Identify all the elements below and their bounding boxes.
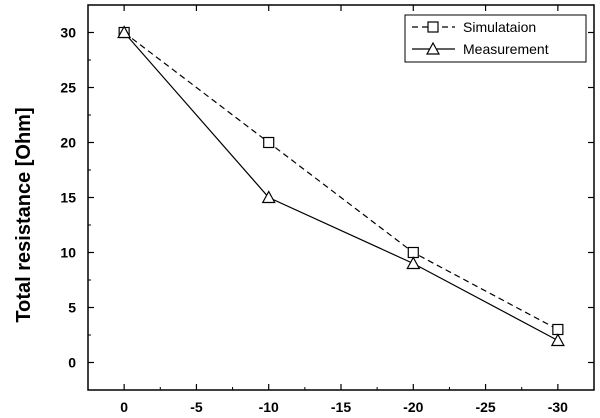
x-tick-label: -15 xyxy=(331,399,351,415)
data-point xyxy=(552,323,564,336)
y-axis-label: Total resistance [Ohm] xyxy=(13,107,35,322)
data-point xyxy=(263,136,275,149)
legend-marker xyxy=(427,21,439,33)
x-tick-label: -10 xyxy=(259,399,279,415)
y-tick-label: 20 xyxy=(60,135,76,151)
legend-marker xyxy=(425,41,441,55)
y-axis-ticks: 0 5 10 15 20 25 30 xyxy=(60,4,594,371)
x-tick-label: -25 xyxy=(475,399,495,415)
legend: Simulataion Measurement xyxy=(404,14,587,63)
series-line xyxy=(123,32,559,331)
y-tick-label: 10 xyxy=(60,245,76,261)
data-point xyxy=(406,256,421,270)
x-tick-label: -20 xyxy=(403,399,423,415)
series-0 xyxy=(118,26,564,336)
x-axis-ticks: 0 -5 -10 -15 -20 -25 -30 xyxy=(120,5,595,415)
y-tick-label: 5 xyxy=(68,300,76,316)
y-tick-label: 0 xyxy=(68,355,76,371)
data-point xyxy=(117,25,132,39)
data-point xyxy=(261,190,276,204)
data-point xyxy=(407,246,419,259)
y-tick-label: 30 xyxy=(60,25,76,41)
legend-label: Measurement xyxy=(463,41,549,57)
x-tick-label: 0 xyxy=(120,399,128,415)
data-point xyxy=(550,333,565,347)
y-tick-label: 25 xyxy=(60,80,76,96)
series-line xyxy=(123,32,559,342)
legend-label: Simulataion xyxy=(463,19,536,35)
x-tick-label: -30 xyxy=(548,399,568,415)
series-layer xyxy=(117,25,565,347)
y-tick-label: 15 xyxy=(60,190,76,206)
series-1 xyxy=(117,25,565,347)
x-tick-label: -5 xyxy=(190,399,203,415)
